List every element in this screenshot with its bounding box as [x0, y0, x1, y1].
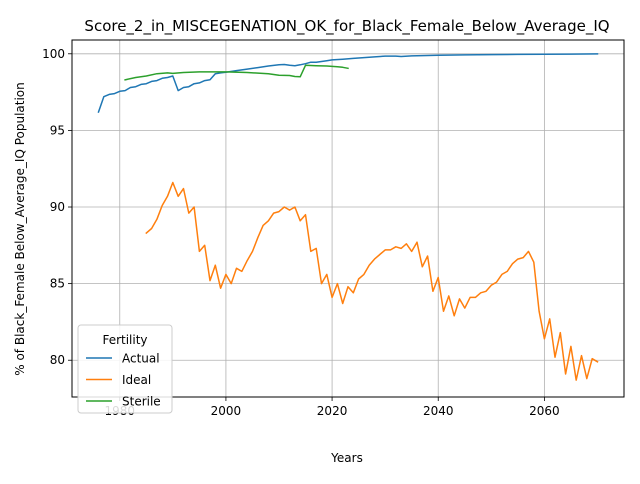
y-tick-label: 95	[50, 123, 65, 137]
series-line-ideal	[145, 181, 599, 381]
series-line-sterile	[124, 64, 349, 81]
legend-title: Fertility	[102, 333, 147, 347]
y-tick-label: 90	[50, 200, 65, 214]
legend-box	[77, 324, 173, 414]
y-tick-label: 85	[50, 277, 65, 291]
x-tick-label: 2020	[317, 404, 348, 418]
legend-label-actual: Actual	[122, 352, 160, 366]
plot-area-frame	[71, 39, 625, 398]
series-line-actual	[97, 53, 599, 113]
x-tick-label: 2000	[211, 404, 242, 418]
y-tick-label: 80	[50, 353, 65, 367]
chart-title: Score_2_in_MISCEGENATION_OK_for_Black_Fe…	[84, 17, 609, 36]
legend-label-ideal: Ideal	[122, 373, 151, 387]
y-tick-label: 100	[42, 47, 65, 61]
legend-items: Actual Ideal Sterile	[86, 352, 161, 409]
x-tick-label: 2040	[423, 404, 454, 418]
legend-label-sterile: Sterile	[122, 395, 161, 409]
legend: Fertility Actual Ideal Sterile	[77, 324, 173, 414]
x-tick-label: 2060	[529, 404, 560, 418]
x-axis-label: Years	[330, 451, 363, 465]
axis-ticks: 1980200020202040206080859095100	[42, 47, 560, 418]
series-lines	[97, 53, 599, 381]
y-axis-label: % of Black_Female Below_Average_IQ Popul…	[13, 82, 27, 376]
